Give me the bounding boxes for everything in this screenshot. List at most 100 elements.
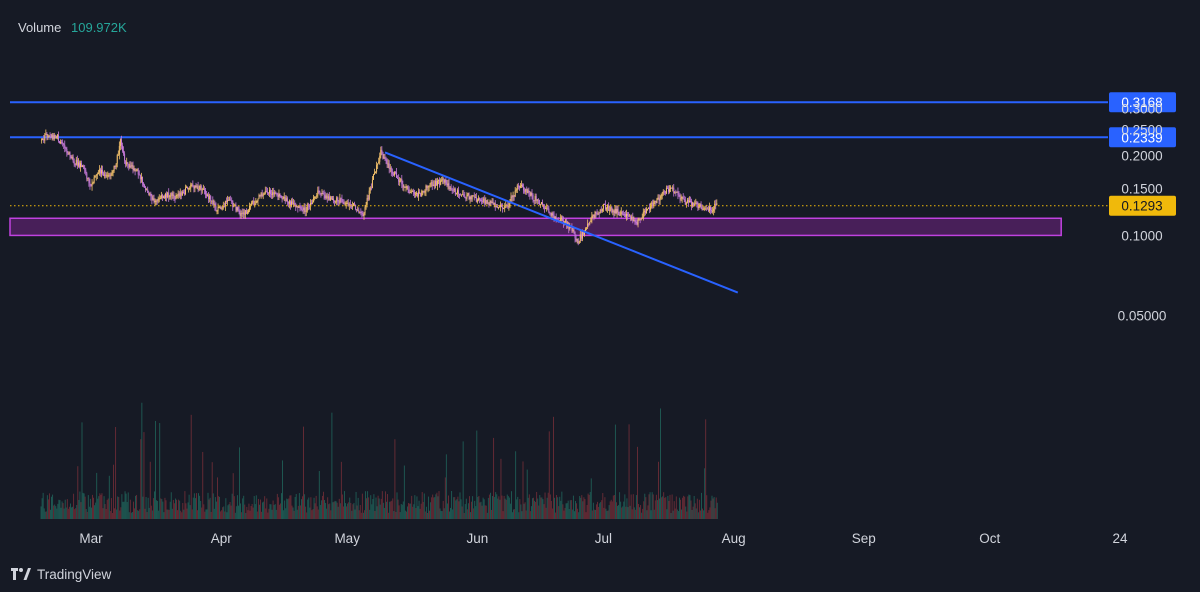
candle-body bbox=[644, 210, 646, 214]
volume-bar bbox=[608, 505, 610, 519]
volume-bar bbox=[558, 506, 560, 519]
candle-body bbox=[281, 196, 283, 200]
candle-body bbox=[280, 196, 282, 198]
candle-body bbox=[580, 234, 582, 239]
candle-body bbox=[206, 194, 207, 196]
candle-body bbox=[586, 227, 588, 229]
volume-bar bbox=[417, 506, 419, 519]
candle-body bbox=[635, 221, 637, 223]
volume-bar bbox=[274, 504, 276, 519]
candle-body bbox=[191, 184, 193, 186]
volume-bar bbox=[716, 502, 718, 519]
candle-body bbox=[172, 194, 174, 196]
candle-body bbox=[114, 165, 116, 168]
volume-bar bbox=[158, 510, 160, 519]
volume-bar bbox=[85, 509, 87, 519]
candle-body bbox=[412, 190, 414, 193]
candle-body bbox=[244, 210, 246, 215]
volume-bar bbox=[635, 495, 637, 519]
candle-body bbox=[462, 194, 464, 196]
candle-body bbox=[640, 218, 642, 220]
candle-body bbox=[73, 161, 75, 165]
volume-bar bbox=[264, 496, 266, 519]
candle-body bbox=[512, 195, 514, 198]
volume-bar bbox=[523, 503, 525, 519]
volume-bar bbox=[395, 511, 397, 519]
time-tick-label: Mar bbox=[79, 531, 103, 546]
candle-body bbox=[589, 222, 591, 225]
volume-bar bbox=[95, 502, 97, 519]
candle-body bbox=[683, 198, 685, 200]
candle-body bbox=[609, 209, 611, 211]
volume-bar bbox=[368, 497, 370, 519]
candle-body bbox=[240, 212, 242, 216]
volume-bar bbox=[455, 500, 457, 519]
volume-bar bbox=[50, 509, 51, 519]
candle-body bbox=[175, 195, 177, 199]
volume-bar bbox=[226, 512, 228, 519]
volume-bar bbox=[344, 491, 345, 519]
volume-bar bbox=[98, 496, 100, 519]
volume-bar bbox=[245, 512, 247, 519]
candle-body bbox=[264, 190, 266, 194]
price-tick-label: 0.1000 bbox=[1121, 228, 1162, 243]
candle-body bbox=[422, 191, 424, 193]
volume-bar bbox=[514, 509, 516, 519]
volume-bar bbox=[646, 510, 648, 519]
volume-bar bbox=[352, 504, 354, 519]
candle-body bbox=[663, 191, 665, 193]
candle-body bbox=[170, 193, 172, 197]
volume-bar bbox=[230, 505, 232, 519]
candle-body bbox=[643, 210, 645, 213]
volume-bar bbox=[341, 494, 343, 519]
volume-bar bbox=[203, 504, 205, 519]
candle-body bbox=[209, 196, 211, 199]
volume-bar bbox=[243, 495, 245, 519]
volume-bar bbox=[101, 493, 103, 519]
tradingview-watermark[interactable]: TradingView bbox=[11, 565, 111, 583]
volume-bar bbox=[335, 501, 337, 519]
candle-body bbox=[491, 201, 493, 203]
candle-body bbox=[691, 200, 693, 207]
volume-bar bbox=[58, 499, 60, 519]
candle-body bbox=[96, 174, 98, 176]
trendline bbox=[384, 151, 739, 294]
volume-bar bbox=[710, 500, 712, 519]
volume-bar bbox=[376, 506, 378, 519]
volume-bar bbox=[47, 499, 49, 519]
candle-body bbox=[104, 174, 106, 176]
candle-body bbox=[636, 222, 638, 225]
candle-body bbox=[314, 197, 316, 199]
volume-bar bbox=[166, 509, 168, 519]
volume-bar bbox=[527, 497, 529, 519]
volume-bar bbox=[427, 513, 428, 519]
volume-bar bbox=[293, 510, 295, 519]
volume-bar bbox=[306, 512, 308, 519]
candle-body bbox=[61, 141, 63, 143]
volume-bar bbox=[424, 511, 426, 519]
volume-bar bbox=[198, 493, 199, 519]
candle-body bbox=[258, 194, 260, 199]
candle-body bbox=[417, 193, 419, 197]
volume-bar bbox=[582, 501, 584, 519]
volume-bar bbox=[495, 492, 497, 519]
volume-bar bbox=[432, 494, 434, 519]
candle-body bbox=[306, 204, 308, 211]
volume-bar bbox=[549, 494, 551, 519]
candle-body bbox=[507, 206, 509, 208]
candle-body bbox=[153, 198, 155, 202]
candle-body bbox=[109, 174, 111, 176]
candle-body bbox=[662, 191, 664, 195]
volume-bar bbox=[290, 495, 292, 519]
candle-body bbox=[143, 183, 144, 185]
volume-bar bbox=[541, 497, 543, 519]
candle-body bbox=[527, 190, 529, 193]
candle-body bbox=[165, 193, 167, 198]
volume-bar bbox=[161, 499, 163, 519]
candle-body bbox=[253, 200, 255, 205]
candle-body bbox=[118, 145, 120, 155]
volume-bar bbox=[453, 497, 455, 519]
volume-bar bbox=[539, 495, 541, 519]
candle-body bbox=[532, 195, 534, 200]
